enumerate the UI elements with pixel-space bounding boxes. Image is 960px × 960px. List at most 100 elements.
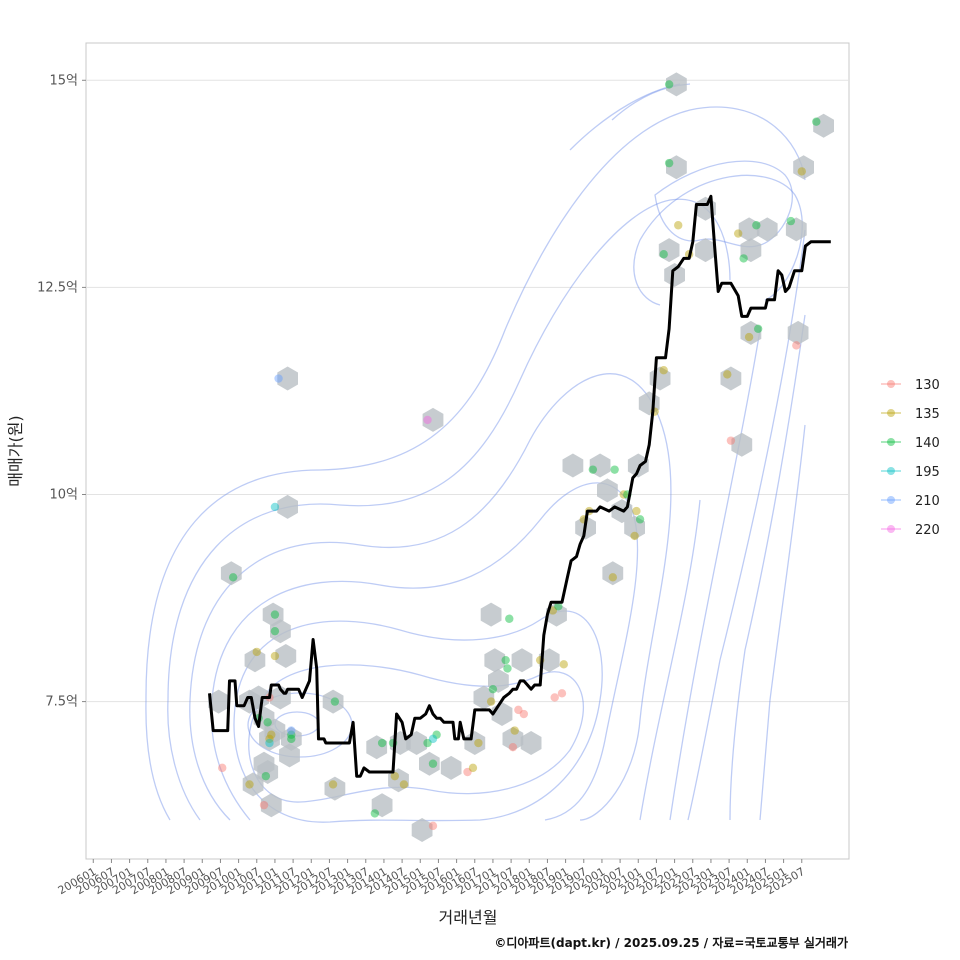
- hexbin-cell: [520, 731, 542, 755]
- hexbin-cell: [787, 320, 809, 345]
- point-140: [270, 610, 280, 619]
- hexbin-cell: [502, 726, 524, 751]
- contour-ring: [248, 664, 584, 803]
- y-tick-label: 12.5억: [37, 280, 78, 295]
- point-140: [228, 573, 238, 582]
- point-135: [468, 763, 478, 773]
- hexbin-cell: [473, 685, 495, 710]
- hexbin-cell: [756, 217, 778, 242]
- point-140: [330, 697, 340, 706]
- hexbin-cell: [793, 155, 814, 180]
- point-140: [428, 759, 438, 768]
- hexbin-cell: [388, 768, 409, 793]
- hexbin-cell: [422, 407, 444, 432]
- point-140: [270, 626, 280, 636]
- point-130: [428, 821, 438, 831]
- legend-key-point: [887, 438, 895, 446]
- contour-ring: [145, 106, 806, 821]
- point-135: [659, 366, 668, 375]
- point-130: [218, 763, 227, 773]
- point-140: [505, 614, 514, 623]
- point-220: [423, 415, 432, 425]
- legend-key-point: [887, 409, 895, 417]
- point-135: [267, 730, 276, 739]
- hexbin-cell: [511, 648, 533, 673]
- point-140: [554, 602, 563, 611]
- point-135: [390, 771, 400, 781]
- point-135: [474, 738, 483, 748]
- hexbin-cell: [270, 619, 291, 644]
- legend-label: 195: [915, 465, 940, 480]
- legend-label: 140: [915, 436, 940, 451]
- point-140: [377, 738, 387, 748]
- point-140: [588, 465, 598, 474]
- hexbin-cell: [738, 217, 760, 242]
- point-135: [674, 221, 683, 230]
- y-axis-title: 매매가(원): [6, 415, 25, 486]
- point-140: [664, 80, 674, 89]
- point-140: [488, 684, 498, 694]
- point-135: [733, 229, 743, 238]
- legend-label: 130: [915, 378, 940, 393]
- point-140: [786, 216, 796, 226]
- hexbin-cell: [253, 751, 275, 776]
- hexbin-cell: [627, 453, 649, 478]
- point-130: [557, 689, 567, 698]
- point-130: [550, 693, 559, 702]
- hexbin-cell: [666, 155, 687, 180]
- hexbin-cell: [324, 776, 346, 801]
- trend-layer: [208, 194, 831, 778]
- hexbin-cell: [562, 453, 584, 478]
- point-130: [519, 709, 529, 719]
- contour-ring: [633, 174, 803, 306]
- point-130: [508, 742, 518, 752]
- hexbin-cell: [658, 238, 680, 263]
- point-140: [287, 730, 296, 739]
- point-140: [261, 771, 271, 781]
- hexbin-cell: [264, 718, 286, 743]
- y-tick-label: 10억: [49, 487, 78, 502]
- point-135: [486, 697, 496, 706]
- hexbin-cell: [244, 648, 266, 673]
- point-140: [423, 738, 432, 748]
- point-135: [559, 660, 568, 669]
- point-140: [610, 465, 619, 474]
- point-135: [510, 726, 519, 735]
- hexbin-cell: [277, 494, 298, 519]
- hexbin-cell: [664, 263, 685, 287]
- hexbin-cell: [597, 478, 618, 503]
- hexbin-cell: [813, 113, 834, 138]
- hexbin-cell: [624, 515, 645, 540]
- caption: ©디아파트(dapt.kr) / 2025.09.25 / 자료=국토교통부 실…: [494, 935, 848, 950]
- hexbin-cell: [785, 217, 807, 242]
- y-tick-label: 15억: [49, 73, 78, 88]
- point-140: [635, 515, 645, 524]
- legend-key-point: [887, 496, 895, 504]
- point-135: [619, 490, 628, 499]
- point-130: [726, 436, 736, 445]
- hexbin-cell: [220, 561, 242, 586]
- hexbin-cell: [546, 602, 567, 627]
- hexbin-cell: [366, 735, 388, 760]
- contour-ring: [167, 198, 731, 821]
- hexbin-cell: [275, 644, 297, 668]
- hexbin-cell: [406, 731, 427, 755]
- hexbin-cell: [740, 238, 762, 263]
- point-135: [797, 167, 806, 176]
- hexbin-cell: [322, 689, 344, 714]
- point-140: [432, 730, 441, 739]
- point-130: [259, 800, 269, 810]
- hexbin-cell: [464, 731, 486, 755]
- legend-key-point: [887, 467, 895, 475]
- point-140: [263, 718, 272, 727]
- legend-label: 135: [915, 407, 940, 422]
- point-135: [252, 647, 261, 657]
- contour-ring: [233, 610, 603, 823]
- hexbin-cell: [260, 793, 282, 818]
- point-135: [270, 651, 280, 661]
- contour-ring: [759, 424, 806, 821]
- point-195: [270, 502, 280, 512]
- hexbin-cell: [720, 366, 742, 391]
- point-130: [463, 767, 472, 777]
